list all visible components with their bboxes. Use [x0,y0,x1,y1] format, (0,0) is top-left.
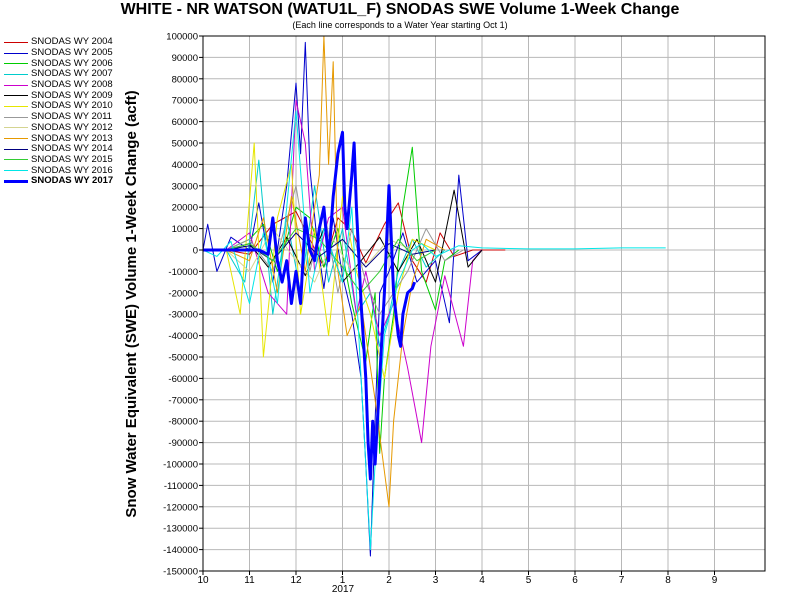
legend-item: SNODAS WY 2004 [4,37,164,48]
y-axis-ticks: -150000 -140000 -130000 -120000 -110000 -1000… [163,32,203,578]
x-tick-label: 6 [572,575,578,586]
legend-swatch [4,127,28,129]
y-tick-label: -20000 [168,288,198,299]
y-tick-label: -70000 [168,395,198,406]
series-line [203,159,446,347]
y-tick-label: -100000 [163,460,198,471]
chart-title: WHITE - NR WATSON (WATU1L_F) SNODAS SWE … [120,1,680,18]
series-line [203,142,436,379]
y-tick-label: 10000 [172,224,198,235]
legend-label: SNODAS WY 2009 [31,89,113,101]
legend-swatch [4,63,28,65]
x-year-label: 2017 [332,584,355,595]
legend-item: SNODAS WY 2009 [4,90,164,101]
y-tick-label: 30000 [172,181,198,192]
legend-label: SNODAS WY 2016 [31,164,113,176]
legend-item: SNODAS WY 2010 [4,101,164,112]
y-tick-label: -130000 [163,524,198,535]
y-tick-label: -110000 [164,481,198,492]
legend-item: SNODAS WY 2014 [4,144,164,155]
legend-item: SNODAS WY 2008 [4,80,164,91]
legend-label: SNODAS WY 2010 [31,100,113,112]
x-tick-label: 2 [386,575,392,586]
legend-swatch [4,179,28,183]
x-tick-label: 9 [712,575,718,586]
chart-subtitle: (Each line corresponds to a Water Year s… [292,20,508,30]
series-line [203,228,413,283]
legend-label: SNODAS WY 2005 [31,47,113,59]
x-tick-label: 12 [290,575,302,586]
legend-label: SNODAS WY 2006 [31,57,113,69]
series-line [203,232,436,268]
legend-swatch [4,52,28,54]
legend-item: SNODAS WY 2006 [4,58,164,69]
legend-swatch [4,138,28,140]
legend-item: SNODAS WY 2013 [4,133,164,144]
y-tick-label: 70000 [172,96,198,107]
legend-item: SNODAS WY 2005 [4,48,164,59]
series-line [202,110,666,551]
x-tick-label: 8 [665,575,671,586]
legend-label: SNODAS WY 2004 [31,36,113,48]
x-tick-label: 11 [244,575,255,586]
legend-swatch [4,148,28,150]
y-tick-label: -150000 [163,567,198,578]
series-line [203,130,417,481]
y-tick-label: 20000 [172,203,198,214]
legend-swatch [4,73,28,75]
legend-item: SNODAS WY 2017 [4,176,164,187]
legend-item: SNODAS WY 2011 [4,112,164,123]
legend-item: SNODAS WY 2012 [4,121,164,134]
legend-label: SNODAS WY 2007 [31,68,113,80]
y-tick-label: 0 [193,246,198,257]
x-tick-label: 7 [619,575,625,586]
y-tick-label: -90000 [168,438,198,449]
y-tick-label: 40000 [172,160,198,171]
y-tick-label: 90000 [172,53,198,64]
legend-label: SNODAS WY 2012 [31,121,113,133]
legend-item: SNODAS WY 2007 [4,69,164,80]
legend-label: SNODAS WY 2013 [31,132,113,144]
legend-swatch [4,84,28,86]
legend-swatch [4,95,28,97]
legend-label: SNODAS WY 2014 [31,143,113,155]
legend: SNODAS WY 2004 SNODAS WY 2005 SNODAS WY 20… [4,37,164,187]
plot-frame [202,35,766,572]
y-tick-label: -80000 [168,417,198,428]
y-tick-label: 50000 [172,139,198,150]
y-tick-label: -60000 [168,374,198,385]
legend-swatch [4,159,28,161]
y-axis-label: Snow Water Equivalent (SWE) Volume 1-Wee… [123,90,140,517]
series-group [202,35,666,557]
legend-label: SNODAS WY 2011 [31,111,112,123]
x-tick-label: 3 [433,575,439,586]
y-tick-label: 60000 [172,117,198,128]
grid [203,35,765,572]
legend-swatch [4,41,28,43]
x-axis-ticks: 10 11 12 1 2 3 4 5 6 7 8 9 [197,571,718,586]
y-tick-label: -140000 [163,545,198,556]
x-tick-label: 1 [340,575,346,586]
y-tick-label: -40000 [168,331,198,342]
y-tick-label: -120000 [163,502,198,513]
y-tick-label: -30000 [168,310,198,321]
x-tick-label: 5 [526,575,532,586]
legend-label: SNODAS WY 2015 [31,153,113,165]
legend-label: SNODAS WY 2008 [31,79,113,91]
x-tick-label: 4 [479,575,485,586]
y-tick-label: 100000 [166,32,198,43]
y-tick-label: -10000 [168,267,198,278]
y-tick-label: 80000 [172,74,198,85]
legend-item: SNODAS WY 2015 [4,153,164,166]
x-tick-label: 10 [197,575,209,586]
legend-swatch [4,170,28,172]
legend-label: SNODAS WY 2017 [31,175,114,187]
legend-item: SNODAS WY 2016 [4,165,164,176]
legend-swatch [4,116,28,118]
series-line [203,228,436,294]
y-tick-label: -50000 [168,353,198,364]
legend-swatch [4,105,28,107]
